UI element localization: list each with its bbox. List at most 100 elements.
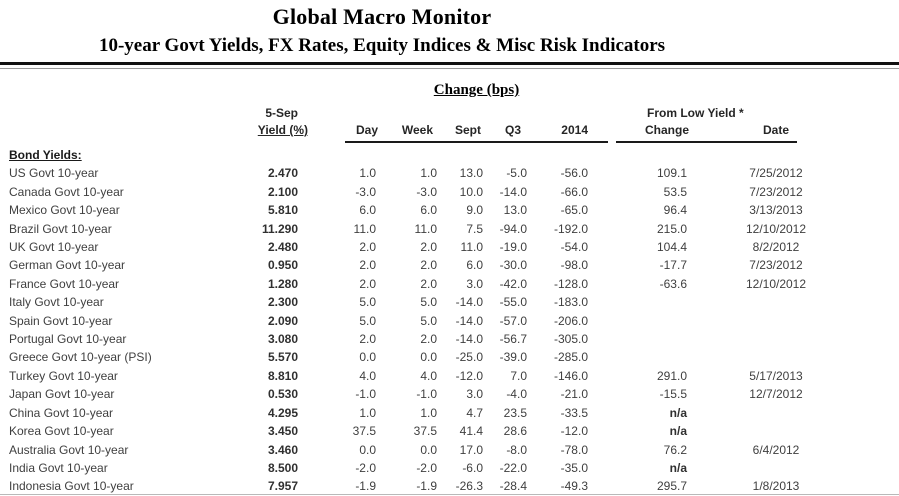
table-cell-y2014: -56.0	[560, 166, 588, 181]
table-cell-week: 4.0	[420, 368, 437, 383]
table-cell-yield: 8.500	[267, 460, 298, 475]
table-cell-date: 12/10/2012	[745, 221, 807, 236]
table-cell-name: UK Govt 10-year	[9, 240, 99, 255]
table-cell-change	[592, 312, 697, 330]
table-cell-yield: 2.100	[267, 184, 298, 199]
table-cell-day: 2.0	[359, 332, 376, 347]
table-cell-sept: 6.0	[466, 258, 483, 273]
table-cell-y2014: -146.0	[553, 368, 588, 383]
table-cell-sept: 3.0	[466, 387, 483, 402]
table-cell-name: Spain Govt 10-year	[9, 313, 113, 328]
table-cell-date: 12/10/2012	[745, 276, 807, 291]
table-cell-change: -15.5	[659, 387, 687, 402]
table-cell-date: 3/13/2013	[749, 203, 803, 218]
table-cell-week: 1.0	[420, 405, 437, 420]
title-block: Global Macro Monitor 10-year Govt Yields…	[0, 0, 764, 57]
table-cell-change: 109.1	[656, 166, 687, 181]
title-divider-thin	[0, 68, 899, 69]
table-cell-sept: 10.0	[459, 184, 483, 199]
table-cell-yield: 2.090	[267, 313, 298, 328]
table-cell-sept: 13.0	[459, 166, 483, 181]
table-cell-date: 7/25/2012	[749, 166, 803, 181]
table-cell-sept: -14.0	[455, 295, 483, 310]
table-cell-name: Portugal Govt 10-year	[9, 332, 127, 347]
table-cell-week: -1.0	[416, 387, 437, 402]
column-header-date: Date	[762, 123, 789, 137]
table-cell-q3: -28.4	[499, 479, 527, 494]
table-cell-yield: 0.530	[267, 387, 298, 402]
table-cell-day: -1.9	[355, 479, 376, 494]
table-cell-change	[592, 293, 697, 311]
table-cell-change: 295.7	[656, 479, 687, 494]
table-cell-date	[697, 348, 855, 366]
table-cell-name: Japan Govt 10-year	[9, 387, 115, 402]
table-cell-name: Brazil Govt 10-year	[9, 221, 112, 236]
table-cell-sept: -26.3	[455, 479, 483, 494]
table-cell-week: 2.0	[420, 276, 437, 291]
table-cell-q3: -30.0	[499, 258, 527, 273]
table-cell-week: 2.0	[420, 240, 437, 255]
table-cell-name: Korea Govt 10-year	[9, 424, 114, 439]
table-cell-change: 53.5	[663, 184, 687, 199]
table-cell-day: 5.0	[359, 313, 376, 328]
column-header-q3: Q3	[504, 123, 521, 137]
page-title: Global Macro Monitor	[272, 4, 492, 29]
table-cell-day: 37.5	[352, 424, 376, 439]
table-cell-week: 2.0	[420, 258, 437, 273]
table-cell-day: 11.0	[353, 221, 376, 236]
table-cell-week: 0.0	[420, 350, 437, 365]
table-cell-name: China Govt 10-year	[9, 405, 114, 420]
table-cell-date	[697, 293, 855, 311]
table-cell-week: 11.0	[414, 221, 437, 236]
table-cell-week: 37.5	[413, 424, 437, 439]
table-cell-week: 6.0	[420, 203, 437, 218]
table-cell-sept: 4.7	[466, 405, 483, 420]
table-cell-change: n/a	[669, 460, 687, 475]
table-cell-sept: 17.0	[459, 442, 483, 457]
table-cell-change: 76.2	[663, 442, 687, 457]
table-cell-y2014: -183.0	[553, 295, 588, 310]
table-cell-yield: 4.295	[267, 405, 298, 420]
table-cell-y2014: -128.0	[553, 276, 588, 291]
table-cell-y2014: -65.0	[560, 203, 588, 218]
table-cell-sept: 41.4	[459, 424, 483, 439]
table-cell-q3: -14.0	[499, 184, 527, 199]
table-cell-day: 5.0	[359, 295, 376, 310]
table-cell-day: 2.0	[359, 258, 376, 273]
table-cell-y2014: -54.0	[560, 240, 588, 255]
section-label-bond-yields: Bond Yields:	[9, 148, 82, 162]
table-cell-q3: 23.5	[503, 405, 527, 420]
table-cell-q3: -39.0	[499, 350, 527, 365]
table-cell-change: 291.0	[656, 368, 687, 383]
table-cell-date: 7/23/2012	[749, 184, 803, 199]
table-cell-name: Mexico Govt 10-year	[9, 203, 120, 218]
table-cell-yield: 5.570	[267, 350, 298, 365]
table-cell-y2014: -78.0	[560, 442, 588, 457]
table-cell-q3: -8.0	[506, 442, 527, 457]
table-cell-name: France Govt 10-year	[9, 276, 120, 291]
table-cell-date: 6/4/2012	[752, 442, 800, 457]
sheet-bottom-edge	[0, 494, 899, 495]
table-cell-q3: -42.0	[499, 276, 527, 291]
table-cell-sept: -12.0	[455, 368, 483, 383]
table-cell-week: 1.0	[420, 166, 437, 181]
table-cell-yield: 5.810	[267, 203, 298, 218]
table-cell-change: 215.0	[656, 221, 687, 236]
table-cell-sept: -6.0	[462, 460, 483, 475]
table-cell-yield: 11.290	[261, 221, 298, 236]
table-cell-date: 7/23/2012	[749, 258, 803, 273]
table-cell-yield: 7.957	[267, 479, 298, 494]
table-cell-day: 1.0	[359, 405, 376, 420]
column-header-change: Change	[644, 123, 689, 137]
table-cell-q3: -19.0	[499, 240, 527, 255]
table-cell-name: Canada Govt 10-year	[9, 184, 124, 199]
table-cell-day: 2.0	[359, 240, 376, 255]
page-subtitle: 10-year Govt Yields, FX Rates, Equity In…	[98, 35, 666, 56]
table-cell-yield: 3.450	[267, 424, 298, 439]
table-cell-day: 0.0	[359, 350, 376, 365]
table-cell-q3: -4.0	[506, 387, 527, 402]
table-cell-change: -63.6	[659, 276, 687, 291]
bond-yields-table: Bond Yields: US Govt 10-year 2.470 1.0 1.0 1…	[0, 146, 855, 496]
table-cell-change: 96.4	[663, 203, 687, 218]
